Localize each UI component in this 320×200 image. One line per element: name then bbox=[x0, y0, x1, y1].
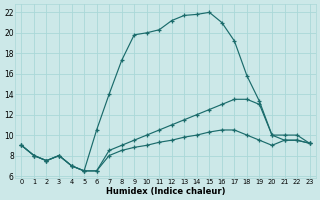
X-axis label: Humidex (Indice chaleur): Humidex (Indice chaleur) bbox=[106, 187, 225, 196]
